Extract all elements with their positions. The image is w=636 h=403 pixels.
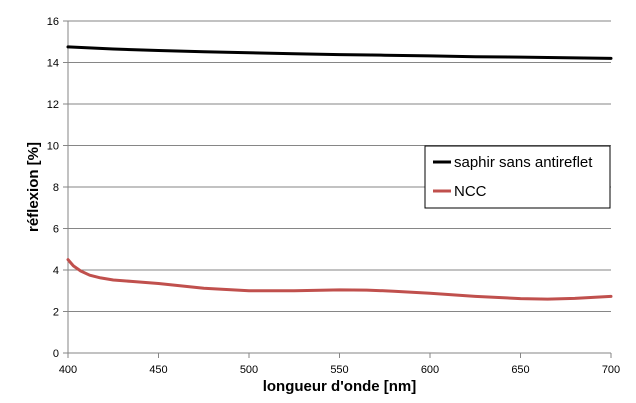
x-tick-label: 550: [330, 364, 348, 376]
x-tick-label: 400: [59, 364, 77, 376]
y-tick-label: 2: [53, 307, 59, 319]
y-tick-label: 4: [53, 265, 59, 277]
series-line-0: [66, 45, 613, 60]
x-axis-title: longueur d'onde [nm]: [263, 378, 417, 395]
legend: saphir sans antireflet NCC: [424, 145, 611, 209]
y-tick-label: 0: [53, 348, 59, 360]
y-tick-label: 10: [47, 141, 59, 153]
x-tick-label: 600: [421, 364, 439, 376]
tick-labels: 0 2 4 6 8 10 12 14 16 400 450 500 550 600 650 700: [47, 16, 620, 376]
legend-label-ncc: NCC: [454, 183, 487, 200]
y-tick-label: 12: [47, 99, 59, 111]
y-tick-label: 8: [53, 182, 59, 194]
x-tick-label: 700: [602, 364, 620, 376]
y-tick-label: 6: [53, 224, 59, 236]
gridlines: [68, 20, 611, 312]
x-tick-label: 650: [511, 364, 529, 376]
x-tick-label: 500: [240, 364, 258, 376]
x-tick-label: 450: [149, 364, 167, 376]
y-axis-title: réflexion [%]: [25, 142, 42, 232]
axes: [63, 20, 612, 358]
series-lines: [66, 45, 613, 301]
legend-box: [424, 145, 611, 209]
y-tick-label: 16: [47, 16, 59, 28]
legend-label-saphir: saphir sans antireflet: [454, 154, 593, 171]
y-tick-label: 14: [47, 58, 59, 70]
series-line-1: [66, 258, 613, 301]
